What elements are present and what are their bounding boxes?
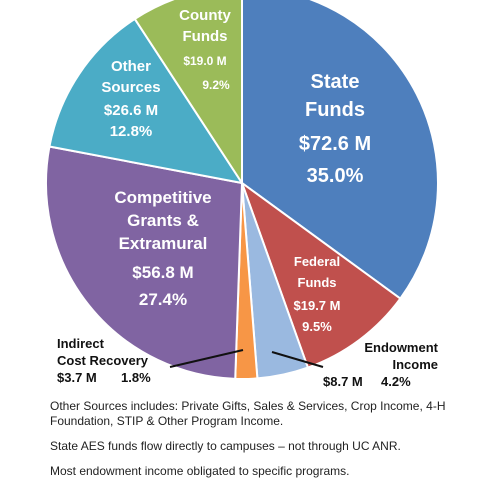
leader-endowment-income: [271, 351, 324, 368]
slice-other-sources: [48, 17, 245, 185]
label-state-funds-line-2: Funds: [305, 99, 365, 121]
label-competitive-grants-extramural-amount: $56.8 M: [132, 263, 193, 282]
label-indirect-cost-recovery-percent: 1.8%: [121, 370, 151, 385]
label-indirect-cost-recovery-amount: $3.7 M: [57, 370, 97, 385]
label-county-funds-line-1: County: [179, 7, 231, 24]
slice-county-funds: [133, 0, 243, 187]
label-county-funds-amount: $19.0 M: [183, 54, 226, 68]
label-competitive-grants-extramural-line-3: Extramural: [119, 234, 208, 253]
label-competitive-grants-extramural-line-2: Grants &: [127, 211, 199, 230]
slice-federal-funds: [239, 180, 402, 369]
note-other-sources: Other Sources includes: Private Gifts, S…: [50, 399, 446, 428]
slice-state-funds: [241, 0, 439, 300]
footnotes: Other Sources includes: Private Gifts, S…: [50, 399, 470, 489]
label-competitive-grants-extramural-line-1: Competitive: [114, 188, 211, 207]
note-state-aes: State AES funds flow directly to campuse…: [50, 439, 401, 453]
label-other-sources-line-1: Other: [111, 58, 151, 75]
note-endowment: Most endowment income obligated to speci…: [50, 464, 350, 478]
label-federal-funds-line-2: Funds: [298, 275, 337, 290]
label-county-funds-line-2: Funds: [183, 28, 228, 45]
leader-indirect-cost-recovery: [169, 349, 244, 368]
label-endowment-income-line-1: Endowment: [364, 340, 438, 355]
label-federal-funds-amount: $19.7 M: [294, 298, 341, 313]
label-federal-funds-percent: 9.5%: [302, 319, 332, 334]
label-endowment-income-line-2: Income: [392, 357, 438, 372]
slice-competitive-grants-extramural: [45, 145, 244, 380]
label-other-sources-amount: $26.6 M: [104, 102, 158, 119]
label-endowment-income-amount: $8.7 M: [323, 374, 363, 389]
pie-chart: State Funds $72.6 M 35.0% Federal Funds $19.7 …: [45, 0, 439, 389]
label-indirect-cost-recovery-line-2: Cost Recovery: [57, 353, 149, 368]
label-other-sources-line-2: Sources: [101, 79, 160, 96]
label-county-funds-percent: 9.2%: [202, 78, 230, 92]
label-indirect-cost-recovery-line-1: Indirect: [57, 336, 105, 351]
label-state-funds-percent: 35.0%: [307, 165, 364, 187]
label-other-sources-percent: 12.8%: [110, 123, 153, 140]
label-endowment-income-percent: 4.2%: [381, 374, 411, 389]
label-state-funds-amount: $72.6 M: [299, 133, 371, 155]
label-federal-funds-line-1: Federal: [294, 254, 340, 269]
label-competitive-grants-extramural-percent: 27.4%: [139, 290, 187, 309]
label-state-funds-line-1: State: [311, 71, 360, 93]
